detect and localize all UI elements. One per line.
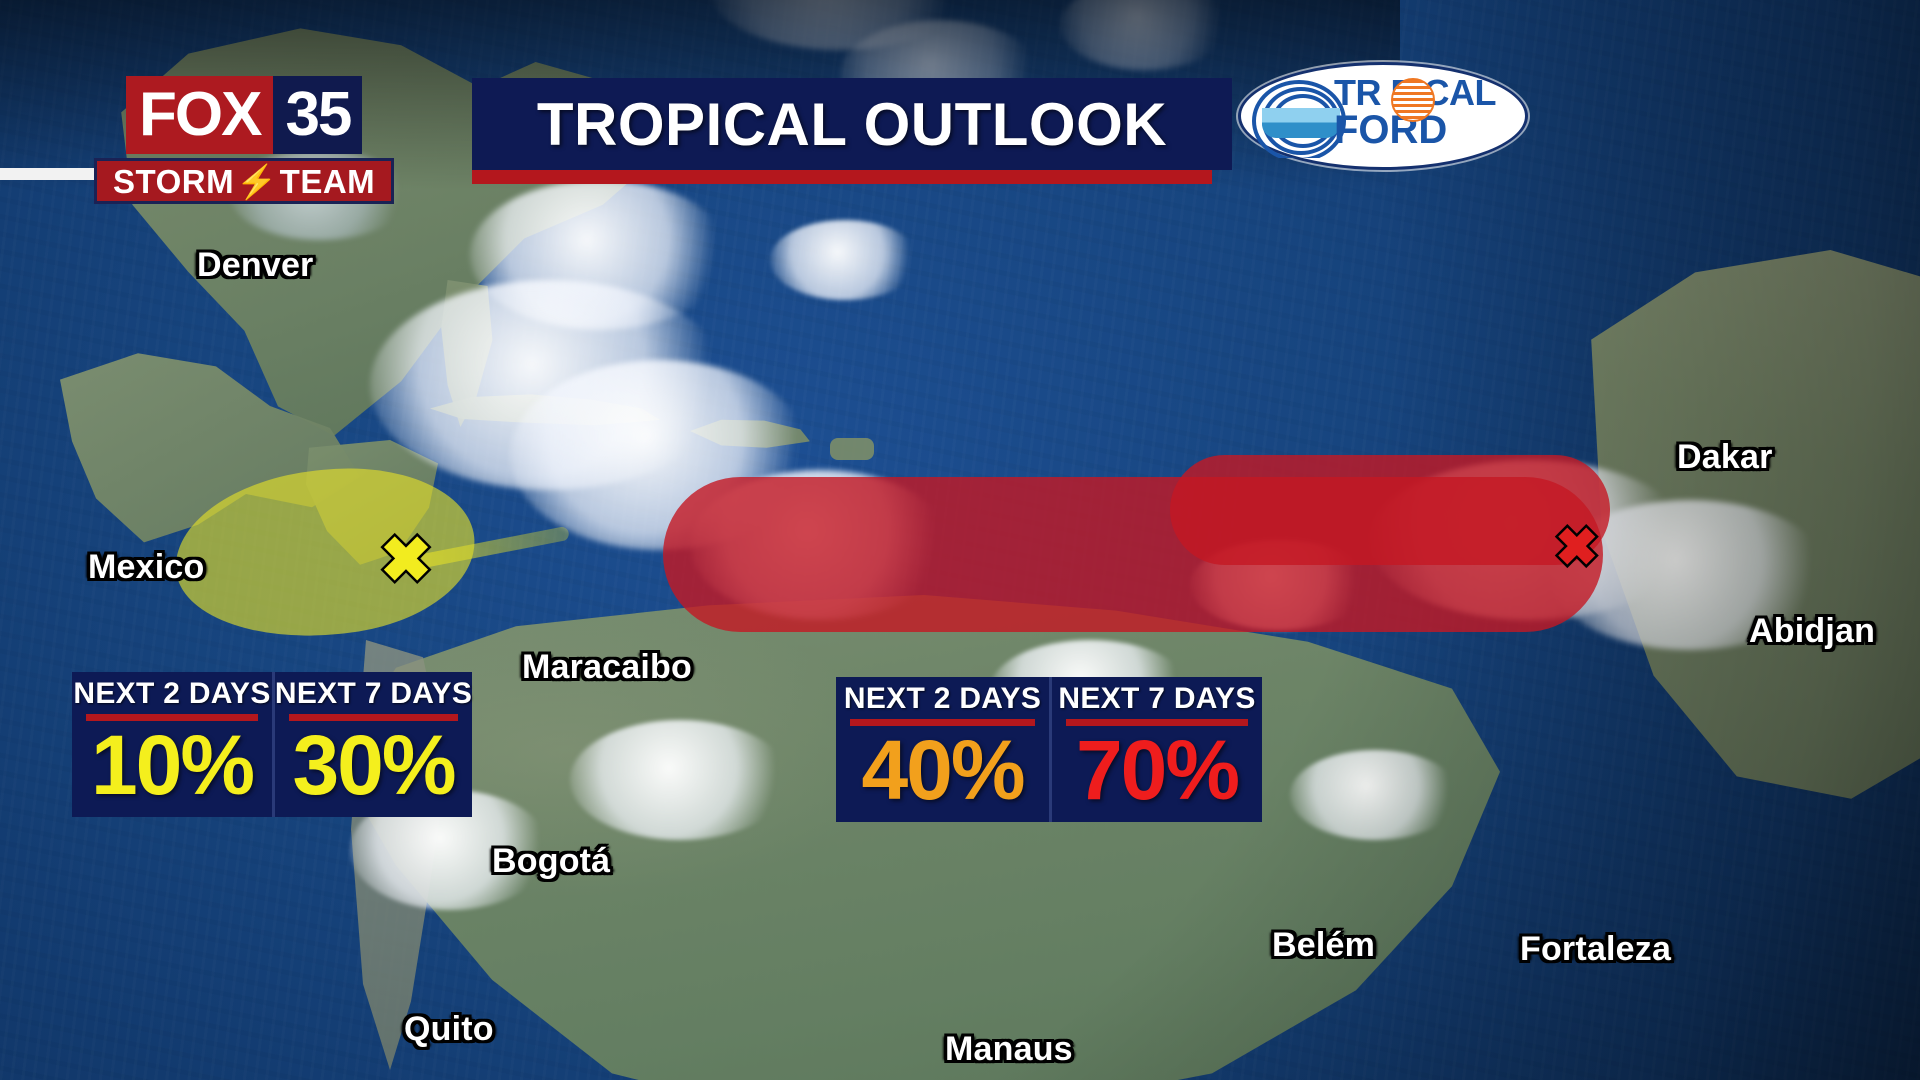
lightning-bolt-icon: ⚡ <box>236 162 278 200</box>
forecast-period-label: NEXT 7 DAYS <box>1058 682 1256 715</box>
forecast-cell[interactable]: NEXT 2 DAYS 10% <box>72 672 272 817</box>
city-label-belm: Belém <box>1272 926 1376 964</box>
divider-rule <box>1066 719 1248 727</box>
divider-rule <box>86 714 258 722</box>
fox-35-logo[interactable]: FOX 35 <box>126 76 363 154</box>
storm-team-lead-in <box>0 168 100 180</box>
forecast-probability-value: 70% <box>1075 723 1240 818</box>
channel-number-label: 35 <box>285 80 352 149</box>
channel-number-box: 35 <box>273 76 363 154</box>
red-risk-area-east-lobe[interactable] <box>1170 455 1610 565</box>
fox-logo-box: FOX <box>126 76 274 154</box>
forecast-cell[interactable]: NEXT 7 DAYS 70% <box>1049 677 1262 823</box>
forecast-period-label: NEXT 7 DAYS <box>274 677 473 710</box>
city-label-quito: Quito <box>404 1010 494 1048</box>
city-label-mexico: Mexico <box>88 548 205 586</box>
title-banner: TROPICAL OUTLOOK <box>472 78 1232 170</box>
forecast-cell[interactable]: NEXT 7 DAYS 30% <box>272 672 473 818</box>
forecast-probability-value: 10% <box>90 718 255 813</box>
forecast-panel-left: NEXT 2 DAYS 10% NEXT 7 DAYS 30% <box>72 672 473 818</box>
fox-label: FOX <box>139 80 262 149</box>
city-label-manaus: Manaus <box>945 1030 1073 1068</box>
storm-label: STORM <box>113 162 235 200</box>
forecast-period-label: NEXT 2 DAYS <box>843 682 1042 715</box>
city-label-bogot: Bogotá <box>492 842 611 880</box>
forecast-period-label: NEXT 2 DAYS <box>73 677 271 710</box>
yellow-x-marker[interactable]: ✖ <box>378 526 435 595</box>
storm-team-banner: STORM ⚡ TEAM <box>94 158 395 204</box>
header-bar: FOX 35 STORM ⚡ TEAM TROPICAL OUTLOOK TR … <box>0 0 1920 204</box>
sponsor-logo-tropical-ford[interactable]: TR PICAL FORD <box>1238 62 1528 170</box>
forecast-cell[interactable]: NEXT 2 DAYS 40% <box>836 677 1049 822</box>
team-label: TEAM <box>279 162 376 200</box>
city-label-maracaibo: Maracaibo <box>522 648 692 686</box>
page-title: TROPICAL OUTLOOK <box>536 90 1168 158</box>
title-underline <box>472 170 1212 184</box>
divider-rule <box>850 719 1035 727</box>
divider-rule <box>289 714 458 722</box>
striped-sun-icon <box>1391 78 1435 122</box>
sponsor-line-2: FORD <box>1334 107 1448 152</box>
forecast-probability-value: 40% <box>861 723 1025 818</box>
forecast-probability-value: 30% <box>292 718 456 813</box>
sponsor-sea-graphic <box>1262 108 1340 138</box>
forecast-panel-right: NEXT 2 DAYS 40% NEXT 7 DAYS 70% <box>836 677 1262 823</box>
city-label-denver: Denver <box>197 246 314 284</box>
city-label-dakar: Dakar <box>1677 438 1773 476</box>
city-label-abidjan: Abidjan <box>1749 612 1876 650</box>
red-x-marker[interactable]: ✖ <box>1553 519 1602 577</box>
city-label-fortaleza: Fortaleza <box>1520 930 1672 968</box>
